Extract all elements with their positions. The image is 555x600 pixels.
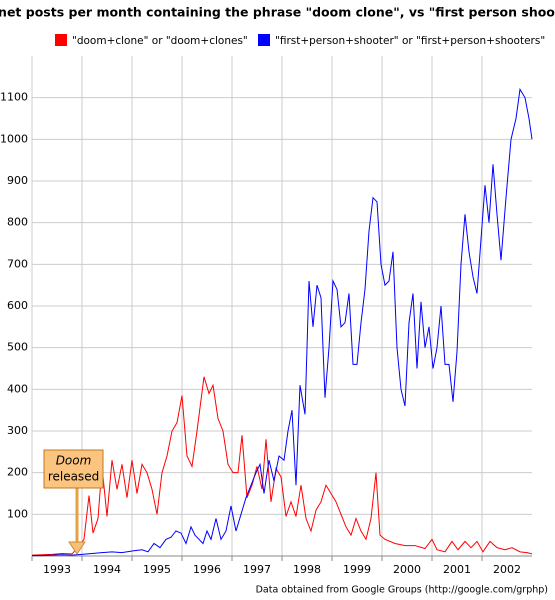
- series-line: [31, 376, 533, 556]
- y-tick-label: 600: [7, 299, 28, 312]
- x-tick-label: 1996: [193, 563, 221, 576]
- series-line: [32, 87, 533, 557]
- x-tick-label: 1994: [93, 563, 121, 576]
- legend-swatch: [258, 34, 270, 46]
- annotation-box: [43, 449, 104, 489]
- y-tick-label: 300: [7, 424, 28, 437]
- x-tick-label: 1995: [143, 563, 171, 576]
- x-tick-label: 1993: [43, 563, 71, 576]
- legend-label: "first+person+shooter" or "first+person+…: [275, 35, 545, 47]
- annotation-arrowhead: [68, 541, 86, 555]
- y-tick-label: 800: [7, 216, 28, 229]
- y-tick-label: 1100: [0, 91, 28, 104]
- x-tick-label: 1998: [293, 563, 321, 576]
- chart-title: Usenet posts per month containing the ph…: [0, 5, 555, 20]
- x-tick-label: 2000: [393, 563, 421, 576]
- y-tick-label: 1000: [0, 132, 28, 145]
- annotation-text: Doom: [56, 454, 92, 468]
- y-tick-label: 900: [7, 174, 28, 187]
- y-tick-label: 400: [7, 382, 28, 395]
- y-tick-label: 700: [7, 257, 28, 270]
- legend-label: "doom+clone" or "doom+clones": [72, 35, 248, 47]
- x-tick-label: 2002: [493, 563, 521, 576]
- y-tick-label: 500: [7, 341, 28, 354]
- x-tick-label: 1997: [243, 563, 271, 576]
- y-tick-label: 200: [7, 466, 28, 479]
- footer: Data obtained from Google Groups (http:/…: [256, 585, 548, 596]
- x-tick-label: 1999: [343, 563, 371, 576]
- legend-swatch: [55, 34, 67, 46]
- y-tick-label: 100: [7, 507, 28, 520]
- x-tick-label: 2001: [443, 563, 471, 576]
- annotation-text: released: [48, 470, 99, 484]
